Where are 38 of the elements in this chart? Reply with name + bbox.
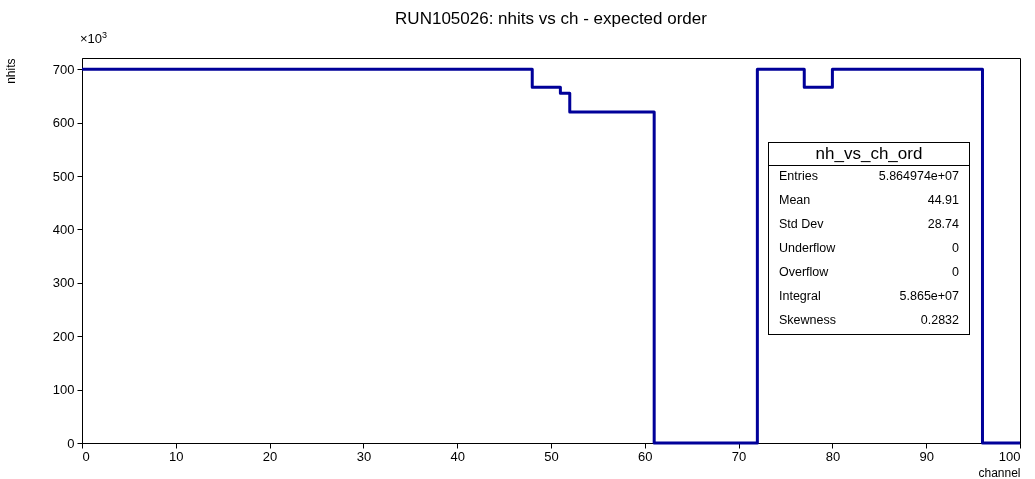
- x-tick-label: 60: [638, 448, 653, 464]
- annotation: Entries: [779, 169, 818, 185]
- x-tick-label: 20: [262, 448, 278, 464]
- x-tick-label: 10: [169, 448, 184, 464]
- annotation: Overflow: [779, 265, 829, 281]
- x-tick-label: 70: [731, 448, 747, 464]
- annotation: Std Dev: [779, 217, 824, 233]
- annotation: 28.74: [927, 217, 959, 233]
- x-tick-label: 80: [825, 448, 841, 464]
- x-tick-label: 0: [82, 448, 90, 464]
- x-axis-title: channel: [978, 465, 1021, 479]
- y-tick-label: 200: [52, 328, 75, 344]
- text: ×10$^{3}$: [80, 30, 108, 47]
- y-axis-title: nhits: [3, 58, 18, 84]
- y-tick-label: 100: [52, 382, 75, 398]
- annotation: Integral: [779, 289, 821, 305]
- annotation: 0: [952, 241, 959, 257]
- x-tick-label: 40: [450, 448, 465, 464]
- y-tick-label: 300: [52, 275, 75, 291]
- annotation: 5.865e+07: [899, 289, 959, 305]
- annotation: Skewness: [779, 313, 836, 329]
- x-tick-label: 30: [356, 448, 372, 464]
- x-tick-label: 90: [919, 448, 934, 464]
- annotation: nh_vs_ch_ord: [769, 143, 969, 166]
- annotation: 0: [952, 265, 959, 281]
- annotation: Mean: [779, 193, 811, 209]
- annotation: Underflow: [779, 241, 836, 257]
- x-tick-label: 100: [998, 448, 1021, 464]
- chart-title: RUN105026: nhits vs ch - expected order: [395, 9, 708, 28]
- annotation: 44.91: [927, 193, 959, 209]
- y-tick-label: 500: [52, 168, 75, 184]
- y-tick-label: 600: [52, 115, 75, 131]
- y-tick-label: 0: [67, 435, 75, 451]
- annotation: 5.864974e+07: [878, 169, 959, 185]
- y-tick-label: 400: [52, 221, 75, 237]
- y-tick-label: 700: [52, 61, 75, 77]
- x-tick-label: 50: [544, 448, 559, 464]
- annotation: 0.2832: [920, 313, 959, 329]
